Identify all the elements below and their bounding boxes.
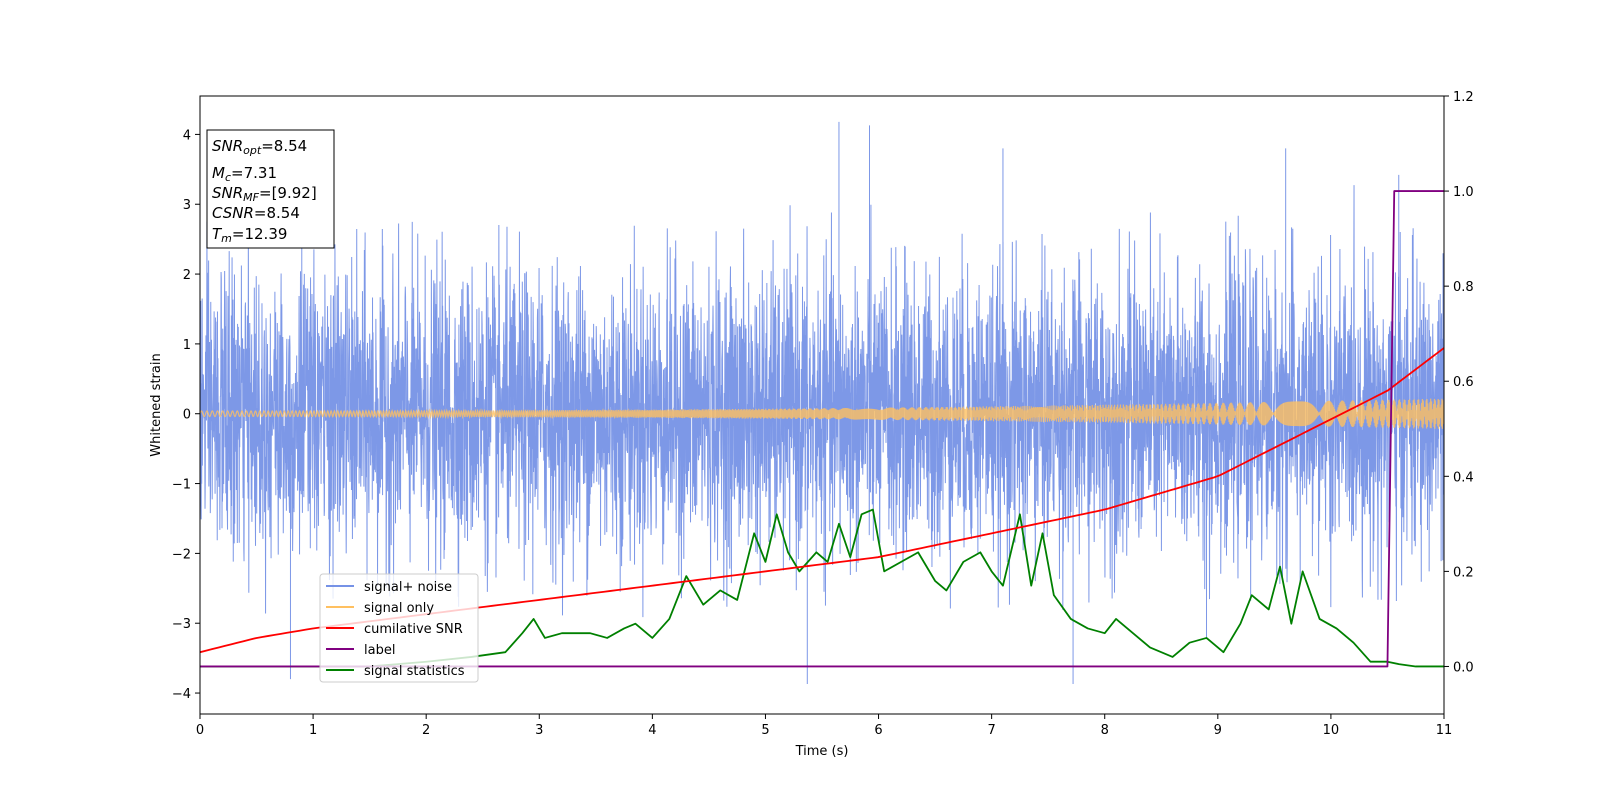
x-tick-label: 5 [761,723,769,738]
info-csnr: CSNR=8.54 [212,204,300,222]
plot-area [200,121,1444,684]
info-snr-mf-sub: MF [243,191,259,204]
x-axis-ticks: 0 1 2 3 4 5 6 7 8 9 10 11 [196,714,1452,738]
info-tm-sub: m [221,232,232,245]
x-tick-label: 7 [987,723,995,738]
x-tick-label: 4 [648,723,656,738]
signal-only-line [200,398,1444,429]
info-mc: Mc=7.31 [212,164,277,184]
legend-label-label: label [364,643,395,658]
x-tick-label: 9 [1214,723,1222,738]
info-snr-mf-name: SNR [212,184,243,202]
x-axis-label: Time (s) [795,744,849,759]
legend-frame [319,573,479,683]
x-tick-label: 11 [1436,723,1453,738]
info-tm-value: =12.39 [232,225,288,243]
signal-statistics-line [200,508,1444,668]
info-mc-sub: c [225,171,231,184]
legend-label-signal-noise: signal+ noise [364,580,452,595]
y-left-tick-label: 4 [183,128,191,143]
info-snr-opt-value: =8.54 [261,137,307,155]
y-left-tick-label: −1 [172,478,191,493]
x-tick-label: 3 [535,723,543,738]
y-right-tick-label: 0.6 [1453,375,1474,390]
y-right-tick-label: 0.2 [1453,565,1474,580]
label-line [200,190,1444,668]
y-axis-left-ticks: −4 −3 −2 −1 0 1 2 3 4 [172,128,200,702]
y-left-tick-label: 2 [183,268,191,283]
info-csnr-value: =8.54 [254,204,300,222]
y-left-tick-label: 3 [183,198,191,213]
y-left-tick-label: −2 [172,547,191,562]
info-mc-value: =7.31 [231,164,277,182]
legend: signal+ noise signal only cumilative SNR… [319,573,479,683]
x-tick-label: 6 [874,723,882,738]
y-axis-right-ticks: 0.0 0.2 0.4 0.6 0.8 1.0 1.2 [1444,90,1474,675]
info-tm-name: T [212,225,223,243]
y-left-tick-label: 0 [183,408,191,423]
x-tick-label: 1 [309,723,317,738]
y-left-tick-label: −3 [172,617,191,632]
info-snr-mf: SNRMF=[9.92] [212,184,317,204]
y-right-tick-label: 0.0 [1453,660,1474,675]
y-right-tick-label: 1.2 [1453,90,1474,105]
info-box-frame [206,129,335,249]
info-mc-name: M [212,164,225,182]
info-box: SNRopt=8.54 Mc=7.31 SNRMF=[9.92] CSNR=8.… [206,129,335,249]
info-snr-opt-sub: opt [243,144,262,157]
info-tm: Tm=12.39 [212,225,287,245]
legend-label-signal-only: signal only [364,601,434,616]
legend-label-cumulative-snr: cumilative SNR [364,622,463,637]
y-axis-label: Whitened strain [149,353,164,456]
series-signal-only [200,398,1444,429]
series-signal-noise [200,121,1444,684]
plot-frame [199,95,1445,715]
y-left-tick-label: 1 [183,338,191,353]
y-right-tick-label: 0.4 [1453,470,1474,485]
info-snr-opt: SNRopt=8.54 [212,137,307,157]
series-label [200,190,1444,668]
signal-noise-line [200,121,1444,684]
legend-label-signal-statistics: signal statistics [364,664,465,679]
y-right-tick-label: 0.8 [1453,280,1474,295]
x-tick-label: 10 [1323,723,1340,738]
info-snr-mf-value: =[9.92] [259,184,317,202]
info-csnr-name: CSNR [212,204,254,222]
x-tick-label: 2 [422,723,430,738]
info-snr-opt-name: SNR [212,137,243,155]
x-tick-label: 8 [1101,723,1109,738]
series-signal-statistics [200,508,1444,668]
y-left-tick-label: −4 [172,687,191,702]
x-tick-label: 0 [196,723,204,738]
y-right-tick-label: 1.0 [1453,185,1474,200]
